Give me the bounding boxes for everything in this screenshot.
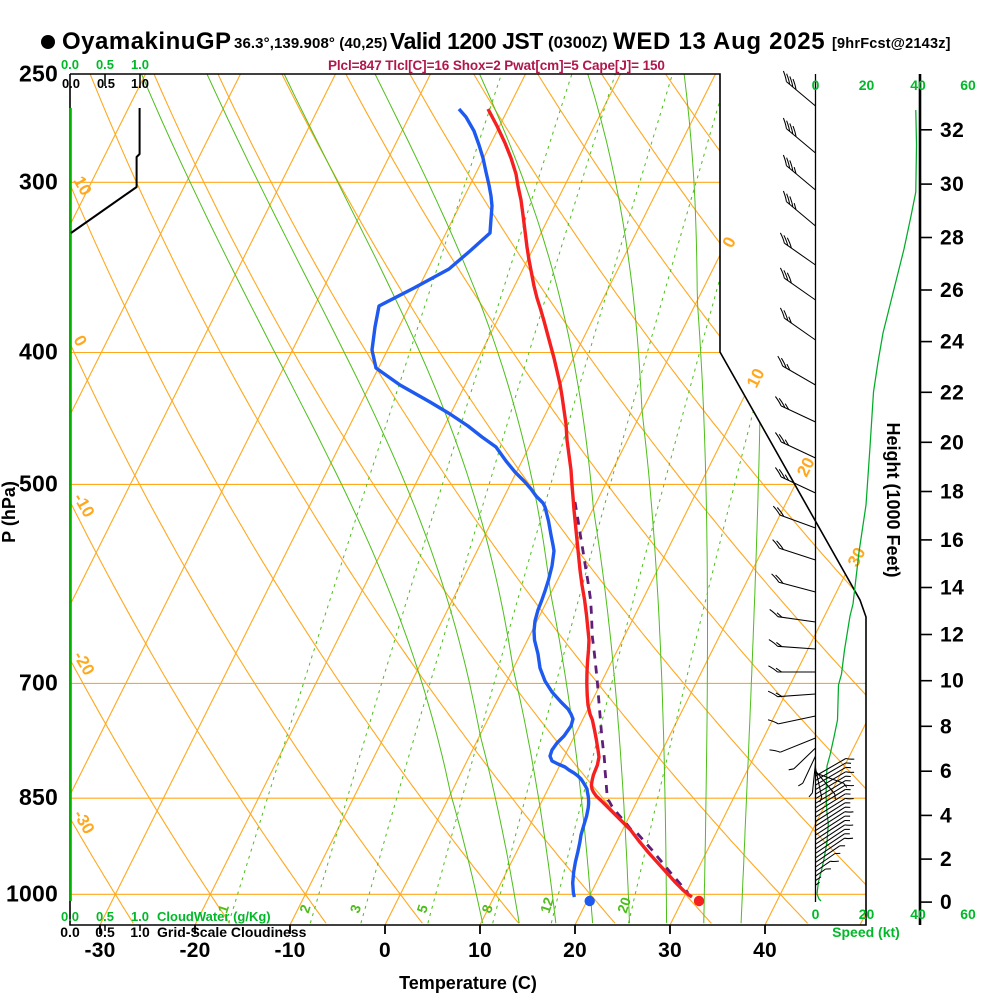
svg-text:0.0: 0.0 bbox=[61, 57, 79, 72]
svg-text:8: 8 bbox=[940, 715, 952, 738]
svg-text:2: 2 bbox=[940, 848, 952, 871]
svg-text:40: 40 bbox=[753, 939, 777, 962]
svg-text:16: 16 bbox=[940, 529, 964, 552]
svg-text:20: 20 bbox=[940, 431, 964, 454]
svg-text:(0300Z): (0300Z) bbox=[548, 33, 608, 52]
svg-text:Speed (kt): Speed (kt) bbox=[832, 924, 900, 940]
svg-text:30: 30 bbox=[658, 939, 682, 962]
svg-text:0.5: 0.5 bbox=[97, 76, 115, 91]
svg-text:18: 18 bbox=[940, 481, 964, 504]
svg-text:700: 700 bbox=[19, 669, 58, 695]
svg-text:0.0: 0.0 bbox=[61, 909, 79, 924]
svg-text:0.5: 0.5 bbox=[95, 924, 115, 940]
svg-text:24: 24 bbox=[940, 331, 964, 354]
svg-text:CloudWater (g/Kg): CloudWater (g/Kg) bbox=[157, 909, 271, 924]
svg-text:0: 0 bbox=[812, 77, 820, 93]
svg-text:40: 40 bbox=[910, 906, 926, 922]
svg-text:300: 300 bbox=[19, 168, 58, 194]
svg-text:Plcl=847 Tlcl[C]=16 Shox=2 Pwa: Plcl=847 Tlcl[C]=16 Shox=2 Pwat[cm]=5 Ca… bbox=[328, 58, 665, 73]
svg-text:22: 22 bbox=[940, 381, 964, 404]
svg-text:10: 10 bbox=[468, 939, 492, 962]
svg-text:60: 60 bbox=[960, 77, 976, 93]
svg-text:0.5: 0.5 bbox=[96, 909, 114, 924]
svg-text:1.0: 1.0 bbox=[131, 57, 149, 72]
svg-text:Height (1000 Feet): Height (1000 Feet) bbox=[883, 422, 903, 577]
svg-text:500: 500 bbox=[19, 470, 58, 496]
svg-text:-10: -10 bbox=[275, 939, 306, 962]
svg-text:0: 0 bbox=[940, 891, 952, 914]
svg-text:20: 20 bbox=[859, 906, 875, 922]
svg-text:4: 4 bbox=[940, 804, 952, 827]
svg-text:Temperature (C): Temperature (C) bbox=[399, 973, 537, 993]
svg-text:0.5: 0.5 bbox=[96, 57, 114, 72]
svg-text:Valid 1200 JST: Valid 1200 JST bbox=[390, 28, 543, 54]
svg-text:60: 60 bbox=[960, 906, 976, 922]
svg-text:400: 400 bbox=[19, 339, 58, 365]
svg-text:20: 20 bbox=[563, 939, 587, 962]
svg-text:20: 20 bbox=[614, 895, 634, 915]
svg-text:1.0: 1.0 bbox=[131, 76, 149, 91]
svg-text:[9hrFcst@2143z]: [9hrFcst@2143z] bbox=[832, 36, 951, 52]
svg-text:250: 250 bbox=[19, 61, 58, 87]
svg-text:12: 12 bbox=[537, 895, 557, 915]
svg-text:28: 28 bbox=[940, 227, 964, 250]
svg-text:OyamakinuGP: OyamakinuGP bbox=[62, 28, 232, 55]
svg-text:0.0: 0.0 bbox=[60, 924, 80, 940]
svg-text:0: 0 bbox=[812, 906, 820, 922]
svg-text:1.0: 1.0 bbox=[131, 909, 149, 924]
svg-text:26: 26 bbox=[940, 279, 964, 302]
svg-text:WED 13 Aug 2025: WED 13 Aug 2025 bbox=[613, 28, 825, 55]
svg-text:0.0: 0.0 bbox=[62, 76, 80, 91]
svg-text:32: 32 bbox=[940, 119, 964, 142]
svg-text:1000: 1000 bbox=[6, 880, 58, 906]
svg-text:10: 10 bbox=[940, 670, 964, 693]
svg-text:12: 12 bbox=[940, 624, 964, 647]
svg-text:0: 0 bbox=[379, 939, 391, 962]
svg-text:P (hPa): P (hPa) bbox=[0, 481, 19, 543]
svg-text:1.0: 1.0 bbox=[130, 924, 150, 940]
svg-text:6: 6 bbox=[940, 760, 952, 783]
svg-text:40: 40 bbox=[910, 77, 926, 93]
svg-text:-20: -20 bbox=[180, 939, 211, 962]
svg-text:14: 14 bbox=[940, 577, 964, 600]
svg-text:-30: -30 bbox=[85, 939, 116, 962]
svg-text:30: 30 bbox=[940, 173, 964, 196]
svg-text:20: 20 bbox=[859, 77, 875, 93]
svg-text:36.3°,139.908° (40,25): 36.3°,139.908° (40,25) bbox=[234, 35, 387, 52]
svg-text:850: 850 bbox=[19, 784, 58, 810]
svg-text:Grid-Scale Cloudiness: Grid-Scale Cloudiness bbox=[157, 924, 307, 940]
